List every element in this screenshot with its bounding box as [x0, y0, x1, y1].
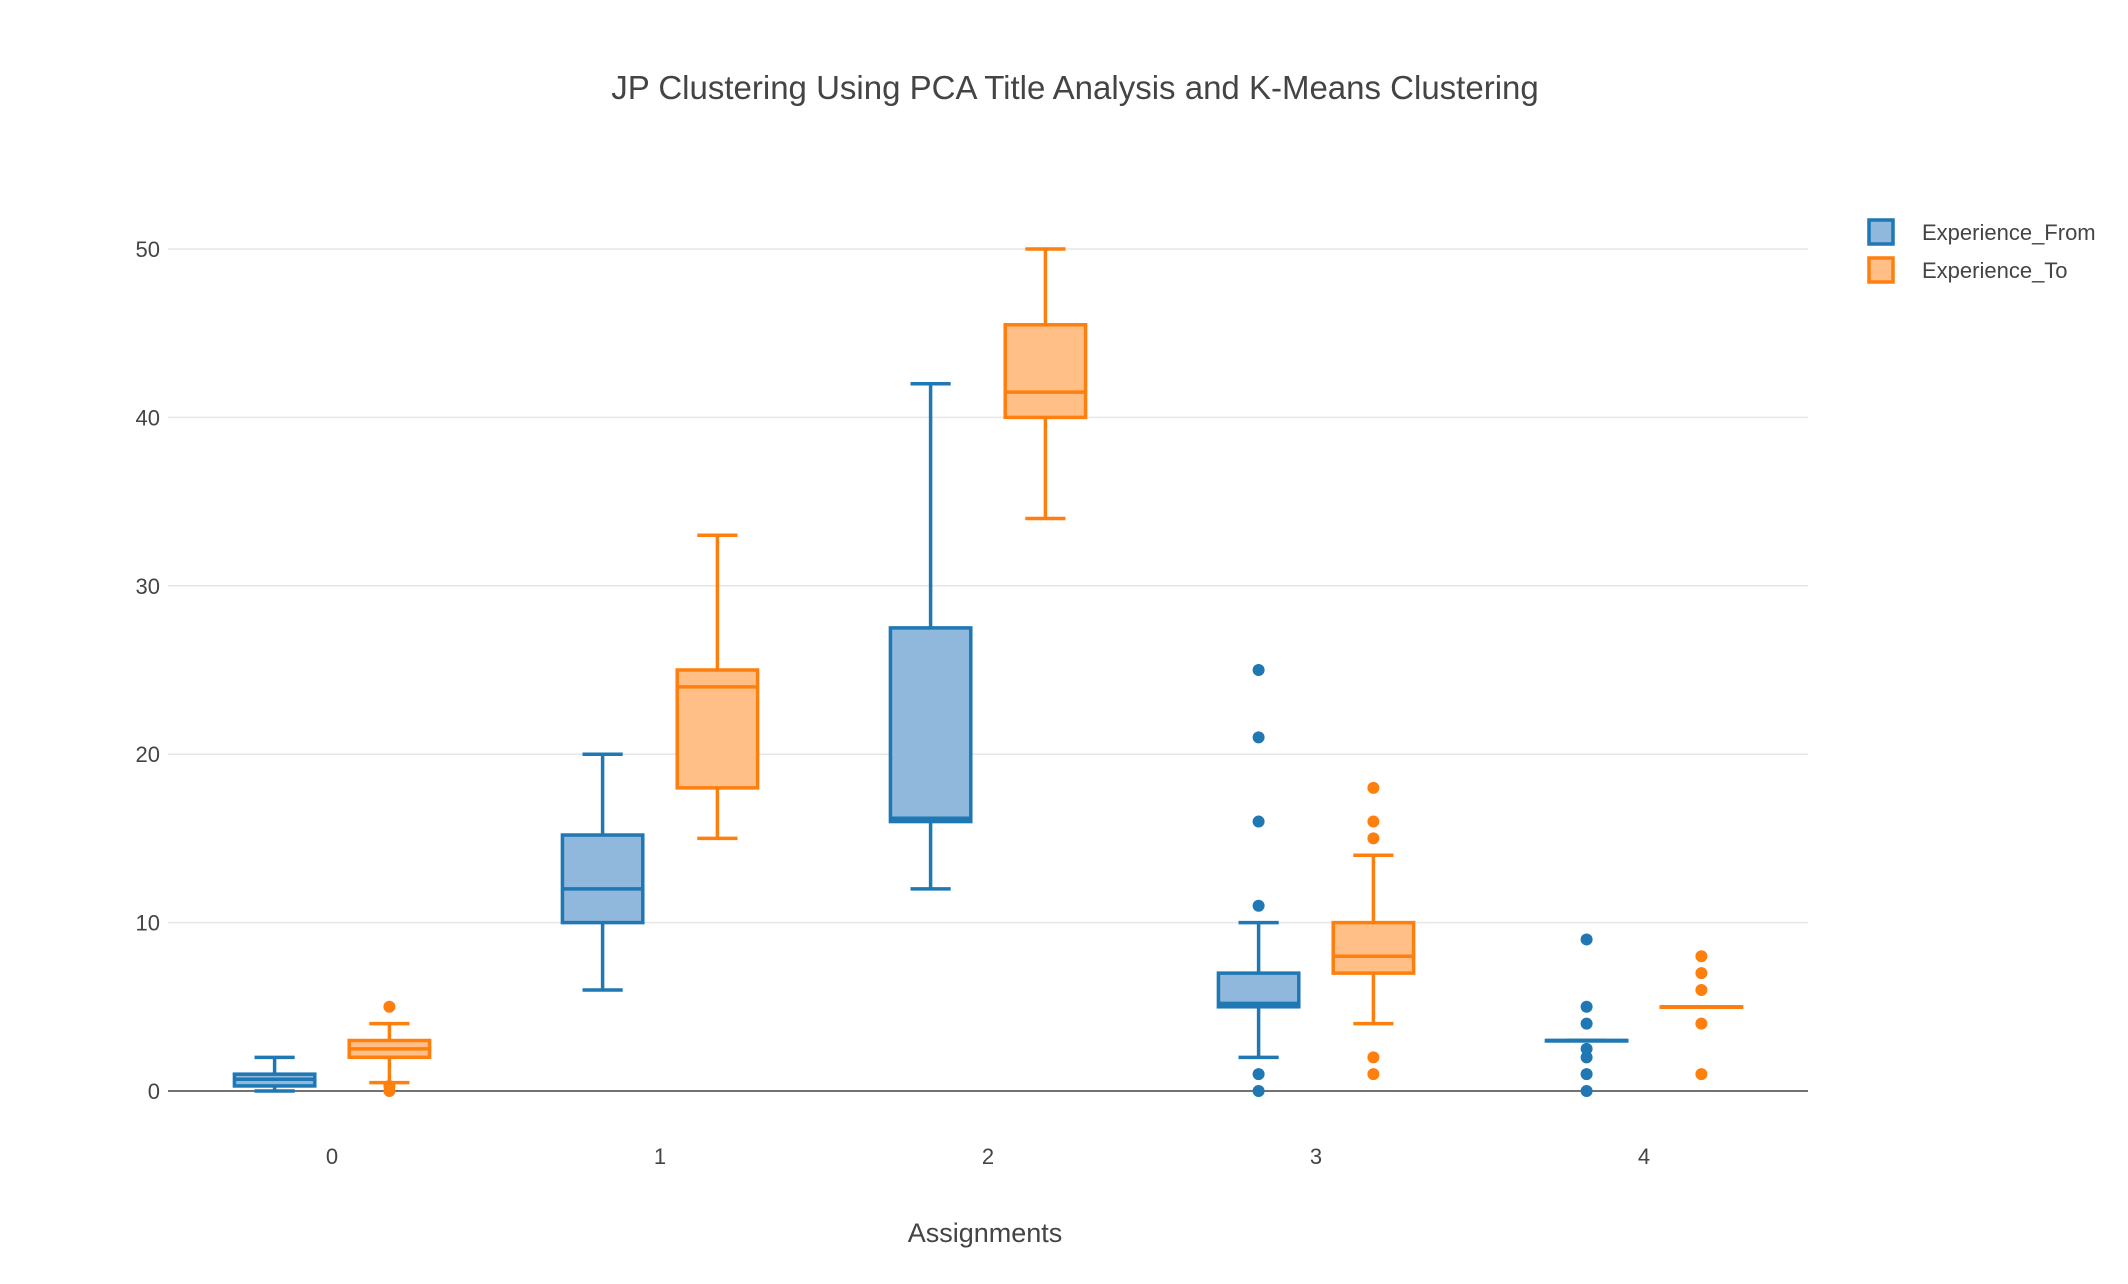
- box-Experience_From-4[interactable]: [1544, 933, 1629, 1097]
- x-tick-label: 2: [982, 1144, 994, 1169]
- box-iqr: [1216, 971, 1301, 1009]
- outlier-point: [383, 1000, 396, 1013]
- box-iqr: [1331, 920, 1416, 975]
- box-layer: [232, 247, 1744, 1097]
- outlier-point: [383, 1079, 396, 1092]
- legend-label: Experience_From: [1922, 220, 2096, 245]
- legend-swatch: [1867, 256, 1895, 284]
- outlier-point: [1580, 1085, 1593, 1097]
- box-Experience_To-1[interactable]: [675, 533, 760, 841]
- tick-layer: 0 10 20 30 40 50 0 1 2 3 4: [136, 237, 1651, 1169]
- box-Experience_To-2[interactable]: [1003, 247, 1088, 521]
- box-iqr: [560, 833, 645, 925]
- box-iqr: [888, 626, 973, 824]
- outlier-point: [1695, 950, 1708, 963]
- box-Experience_From-3[interactable]: [1216, 664, 1301, 1097]
- box-Experience_From-1[interactable]: [560, 752, 645, 992]
- y-tick-label: 0: [148, 1079, 160, 1104]
- box-iqr: [1003, 323, 1088, 420]
- legend-swatch: [1867, 218, 1895, 246]
- x-tick-label: 4: [1638, 1144, 1650, 1169]
- series-Experience_From: [232, 381, 1629, 1097]
- x-tick-label: 0: [326, 1144, 338, 1169]
- outlier-point: [1367, 1068, 1380, 1081]
- outlier-point: [1695, 967, 1708, 980]
- legend-item[interactable]: Experience_To: [1867, 256, 2068, 284]
- outlier-point: [1252, 815, 1265, 828]
- box-Experience_To-0[interactable]: [347, 1000, 432, 1097]
- legend[interactable]: Experience_From Experience_To: [1867, 218, 2096, 284]
- outlier-point: [1580, 1042, 1593, 1055]
- outlier-point: [1252, 731, 1265, 744]
- y-tick-label: 40: [136, 405, 160, 430]
- outlier-point: [1580, 1051, 1593, 1064]
- box-Experience_From-2[interactable]: [888, 381, 973, 891]
- outlier-point: [1252, 1068, 1265, 1081]
- outlier-point: [1252, 899, 1265, 912]
- outlier-point: [1580, 933, 1593, 946]
- outlier-point: [1367, 832, 1380, 845]
- outlier-point: [1367, 781, 1380, 794]
- box-iqr: [675, 668, 760, 790]
- outlier-point: [1580, 1068, 1593, 1081]
- x-tick-label: 3: [1310, 1144, 1322, 1169]
- y-tick-label: 20: [136, 742, 160, 767]
- series-Experience_To: [347, 247, 1744, 1097]
- outlier-point: [1580, 1000, 1593, 1013]
- y-tick-label: 50: [136, 237, 160, 262]
- outlier-point: [1695, 983, 1708, 996]
- y-tick-label: 10: [136, 911, 160, 936]
- box-Experience_To-4[interactable]: [1659, 950, 1744, 1081]
- box-Experience_To-3[interactable]: [1331, 781, 1416, 1081]
- chart-title: JP Clustering Using PCA Title Analysis a…: [611, 69, 1538, 106]
- outlier-point: [1695, 1017, 1708, 1030]
- y-tick-label: 30: [136, 574, 160, 599]
- x-axis-title: Assignments: [908, 1218, 1063, 1248]
- x-tick-label: 1: [654, 1144, 666, 1169]
- outlier-point: [1367, 815, 1380, 828]
- legend-label: Experience_To: [1922, 258, 2068, 283]
- outlier-point: [1252, 1085, 1265, 1097]
- outlier-point: [1580, 1017, 1593, 1030]
- grid-layer: [168, 248, 1808, 924]
- box-Experience_From-0[interactable]: [232, 1055, 317, 1093]
- outlier-point: [1695, 1068, 1708, 1081]
- legend-item[interactable]: Experience_From: [1867, 218, 2096, 246]
- outlier-point: [1367, 1051, 1380, 1064]
- outlier-point: [1252, 664, 1265, 676]
